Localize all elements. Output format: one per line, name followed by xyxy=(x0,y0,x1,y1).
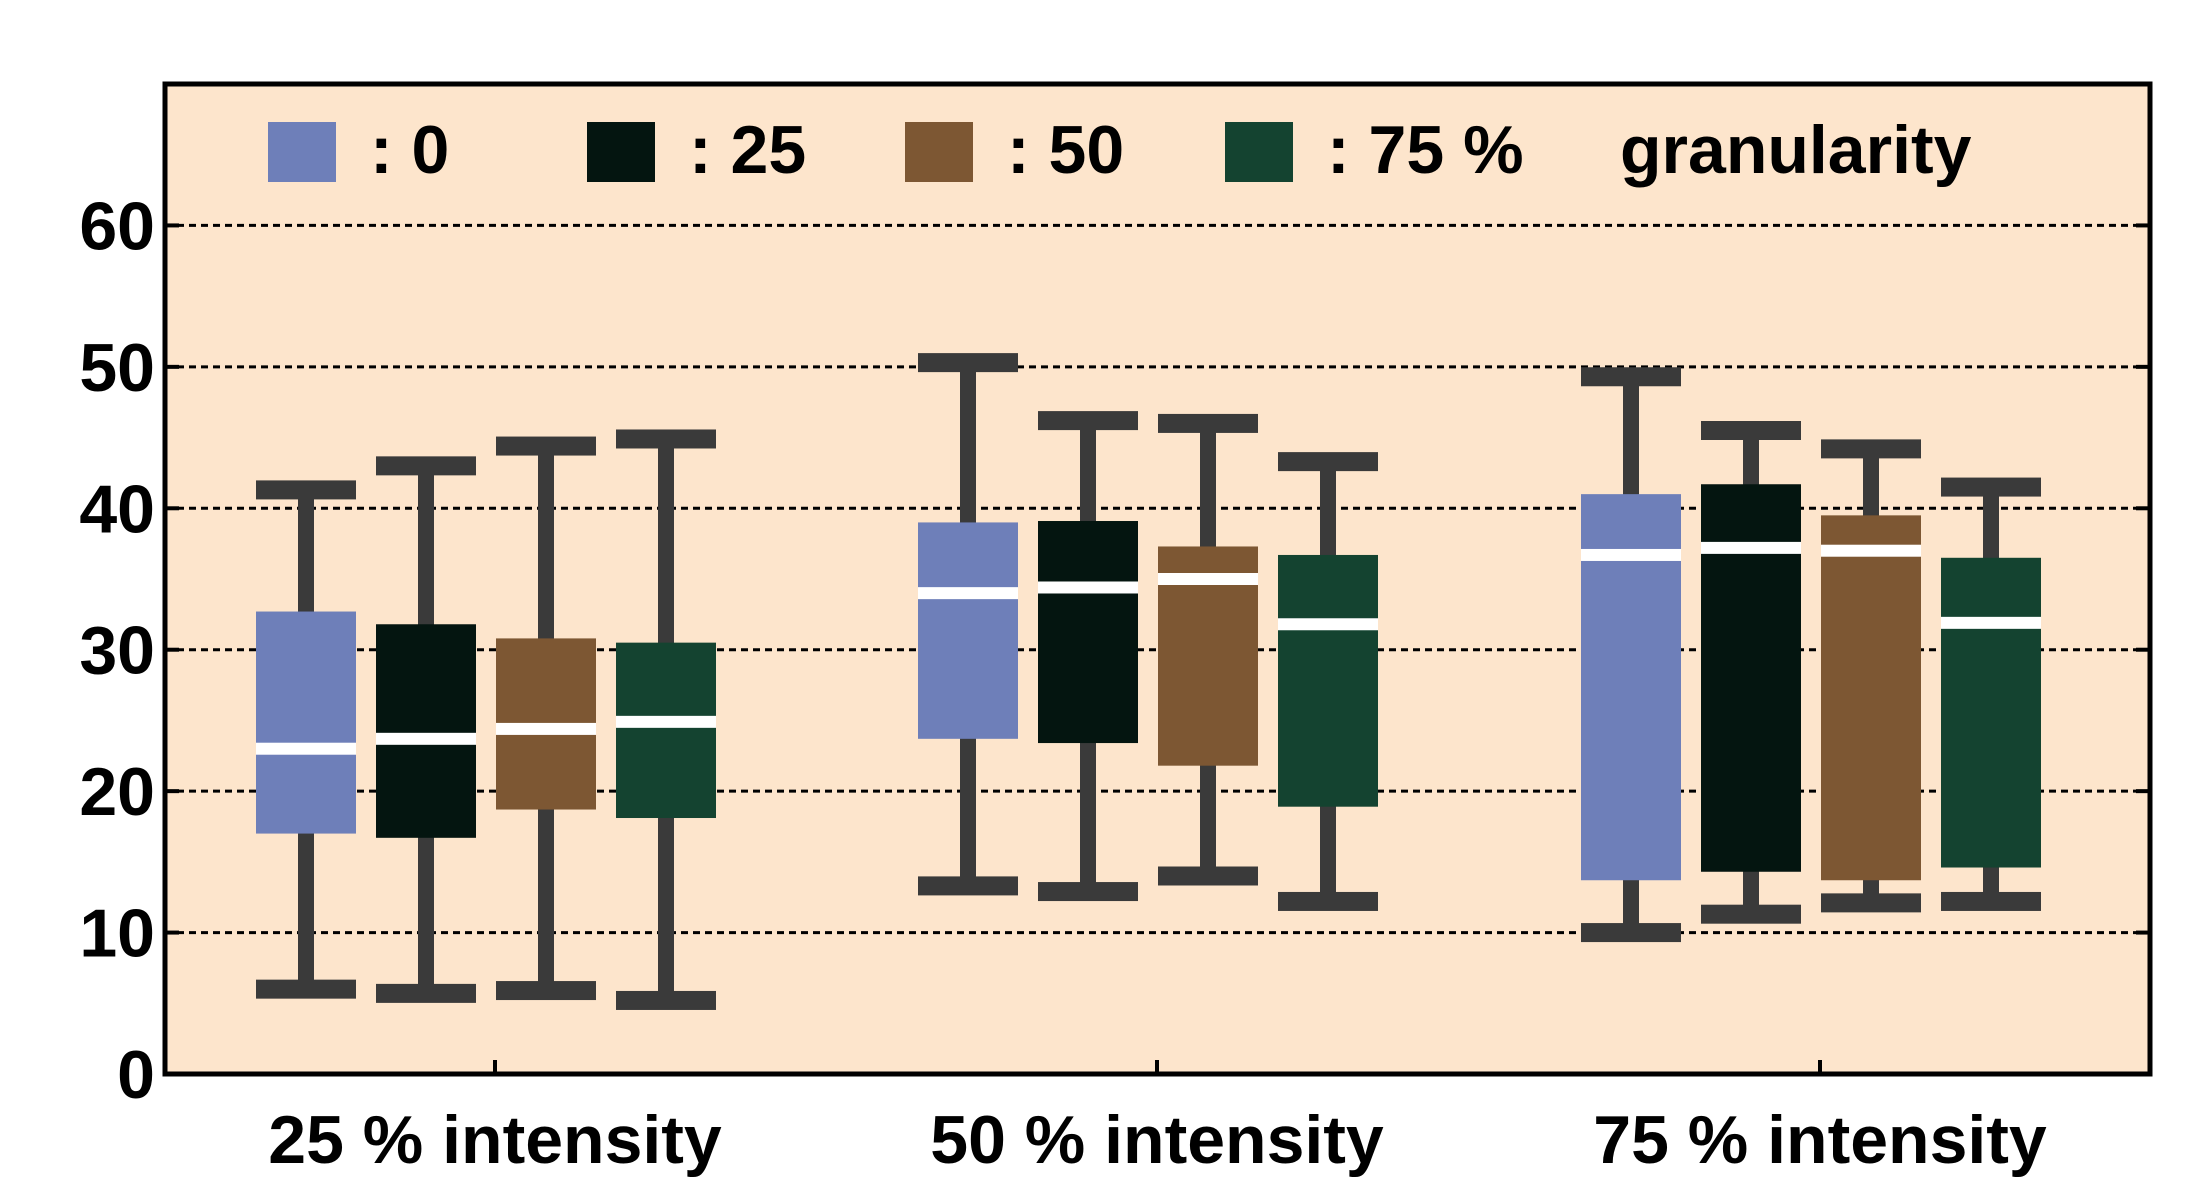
y-tick-label: 50 xyxy=(79,330,155,406)
median-line xyxy=(496,722,596,735)
whisker-cap-low xyxy=(376,983,476,1003)
box-1-series-1 xyxy=(256,480,356,999)
whisker-cap-low xyxy=(1581,923,1681,943)
box-2-series-3 xyxy=(1158,413,1258,886)
box-iqr xyxy=(1038,521,1138,744)
x-tick-label: 25 % intensity xyxy=(268,1102,722,1178)
whisker-cap-low xyxy=(1821,893,1921,913)
whisker-cap-high xyxy=(1158,413,1258,433)
box-3-series-1 xyxy=(1581,367,1681,943)
whisker-cap-low xyxy=(918,876,1018,896)
whisker-cap-high xyxy=(1038,411,1138,431)
whisker-cap-high xyxy=(1821,439,1921,459)
legend-label-1: : 0 xyxy=(370,112,449,188)
y-tick-label: 0 xyxy=(117,1037,155,1113)
median-line xyxy=(1701,541,1801,554)
legend-suffix: granularity xyxy=(1620,112,1972,188)
whisker-cap-high xyxy=(256,480,356,500)
box-1-series-2 xyxy=(376,456,476,1003)
legend-swatch-3 xyxy=(905,122,973,182)
box-iqr xyxy=(256,611,356,834)
y-tick-label: 20 xyxy=(79,754,155,830)
y-tick-label: 40 xyxy=(79,471,155,547)
whisker-cap-low xyxy=(1941,891,2041,911)
box-2-series-4 xyxy=(1278,452,1378,911)
box-2-series-1 xyxy=(918,353,1018,896)
box-iqr xyxy=(918,522,1018,739)
median-line xyxy=(256,742,356,755)
median-line xyxy=(1581,548,1681,561)
plot-background xyxy=(165,84,2150,1074)
box-series xyxy=(256,353,2041,1010)
x-tick-labels: 25 % intensity 50 % intensity 75 % intensi… xyxy=(268,1102,2047,1178)
y-tick-label: 60 xyxy=(79,188,155,264)
axis-ticks xyxy=(165,223,2150,1074)
box-3-series-4 xyxy=(1941,477,2041,911)
legend-label-3: : 50 xyxy=(1007,112,1124,188)
box-iqr xyxy=(376,624,476,838)
box-2-series-2 xyxy=(1038,411,1138,902)
whisker-cap-high xyxy=(376,456,476,476)
median-line xyxy=(616,715,716,728)
box-1-series-3 xyxy=(496,436,596,1001)
box-iqr xyxy=(1278,554,1378,807)
legend-swatch-2 xyxy=(587,122,655,182)
legend-swatch-4 xyxy=(1225,122,1293,182)
median-line xyxy=(376,732,476,745)
whisker-cap-low xyxy=(616,990,716,1010)
median-line xyxy=(1038,581,1138,594)
box-iqr xyxy=(616,642,716,819)
legend-label-2: : 25 xyxy=(689,112,806,188)
legend-label-4: : 75 % xyxy=(1327,112,1524,188)
grid-lines xyxy=(165,223,2150,935)
whisker-cap-high xyxy=(496,436,596,456)
median-line xyxy=(1158,573,1258,585)
x-tick-label: 50 % intensity xyxy=(930,1102,1384,1178)
x-tick-label: 75 % intensity xyxy=(1593,1102,2047,1178)
y-tick-label: 30 xyxy=(79,613,155,689)
legend: : 0 : 25 : 50 : 75 % granularity xyxy=(268,112,1972,188)
whisker-cap-low xyxy=(1158,866,1258,886)
median-line xyxy=(1941,616,2041,629)
median-line xyxy=(1821,544,1921,557)
whisker-cap-high xyxy=(918,353,1018,373)
y-tick-label: 10 xyxy=(79,896,155,972)
legend-swatch-1 xyxy=(268,122,336,182)
y-tick-labels: 0 10 20 30 40 50 60 xyxy=(79,188,155,1113)
whisker-cap-high xyxy=(616,429,716,449)
whisker-cap-low xyxy=(1278,891,1378,911)
box-3-series-2 xyxy=(1701,421,1801,924)
whisker-cap-high xyxy=(1278,452,1378,472)
box-3-series-3 xyxy=(1821,439,1921,913)
box-iqr xyxy=(1821,515,1921,881)
box-1-series-4 xyxy=(616,429,716,1010)
whisker-cap-low xyxy=(1701,904,1801,924)
median-line xyxy=(918,587,1018,600)
whisker-cap-low xyxy=(256,979,356,999)
whisker-cap-high xyxy=(1941,477,2041,497)
box-iqr xyxy=(1941,557,2041,868)
whisker-cap-low xyxy=(496,981,596,1001)
median-line xyxy=(1278,618,1378,631)
whisker-cap-high xyxy=(1701,421,1801,440)
whisker-cap-high xyxy=(1581,367,1681,387)
whisker-cap-low xyxy=(1038,882,1138,902)
